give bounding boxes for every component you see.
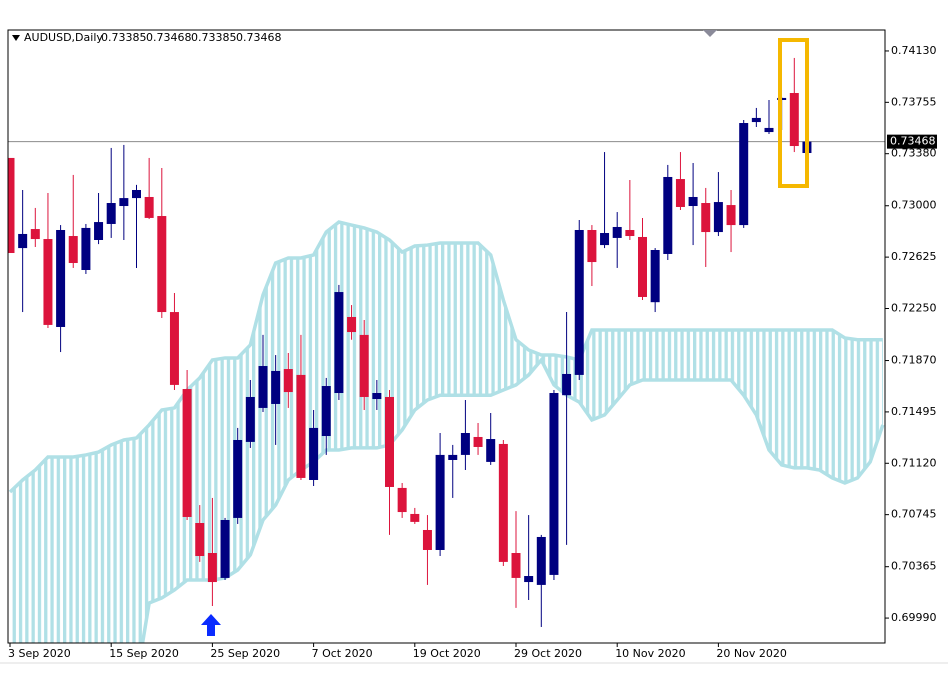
candle-body [460, 433, 470, 455]
x-tick-label: 10 Nov 2020 [615, 647, 685, 660]
x-tick-label: 19 Oct 2020 [413, 647, 481, 660]
candle-body [334, 292, 344, 394]
plot-area [8, 57, 885, 643]
x-tick-label: 29 Oct 2020 [514, 647, 582, 660]
candle-body [511, 553, 521, 578]
candle-body [675, 179, 685, 207]
candle-body [68, 236, 78, 264]
candle-body [245, 396, 255, 442]
candle-body [119, 198, 129, 207]
candle-body [8, 157, 15, 254]
candle-body [385, 396, 394, 487]
candle-body [486, 439, 496, 462]
cloud-span-a [8, 220, 883, 494]
candle-body [574, 229, 584, 375]
y-tick-label: 0.71870 [891, 354, 937, 367]
candle-body [94, 222, 104, 240]
candle-body [233, 439, 243, 518]
candle-body [638, 236, 647, 297]
x-tick-label: 20 Nov 2020 [716, 647, 786, 660]
candle-body [169, 312, 179, 385]
last-price-box [887, 134, 937, 149]
candle-body [764, 127, 774, 133]
candle-body [132, 189, 141, 199]
candle-body [448, 454, 458, 460]
candle-body [258, 366, 268, 408]
candle-body [271, 370, 281, 404]
candle-body [321, 386, 331, 437]
candle-body [701, 203, 711, 233]
candle-body [309, 427, 319, 480]
candle-body [182, 389, 192, 517]
y-tick-label: 0.72250 [891, 301, 937, 314]
candle-body [18, 233, 28, 249]
candle-body [789, 93, 799, 147]
candle-body [650, 249, 660, 303]
candle-body [157, 216, 167, 313]
candle-body [195, 523, 205, 557]
candle-body [43, 239, 53, 325]
header-value: 0.73468 [146, 31, 192, 44]
header-value: 0.73385 [191, 31, 237, 44]
candle-body [562, 373, 572, 396]
candle-body [524, 576, 534, 583]
menu-triangle[interactable] [12, 35, 20, 41]
candle-body [347, 316, 357, 333]
candle-body [81, 227, 91, 270]
y-tick-label: 0.70745 [891, 508, 937, 521]
shift-marker [703, 30, 717, 37]
y-tick-label: 0.73755 [891, 95, 937, 108]
x-tick-label: 15 Sep 2020 [109, 647, 179, 660]
highlight-box [778, 38, 809, 188]
candle-body [498, 443, 508, 562]
header-value: 0.73468 [236, 31, 282, 44]
candle-body [600, 233, 610, 246]
arrow-up [201, 614, 221, 636]
candle-body [30, 229, 40, 240]
candle-body [220, 519, 230, 578]
candle-body [663, 176, 673, 254]
y-tick-label: 0.72625 [891, 250, 937, 263]
candle-body [207, 553, 217, 583]
candle-body [726, 205, 736, 226]
candle-body [713, 202, 723, 233]
candle-body [536, 536, 546, 585]
y-tick-label: 0.71495 [891, 405, 937, 418]
plot-frame [7, 29, 886, 644]
cloud-span-b [140, 356, 885, 643]
candle-body [625, 229, 635, 237]
x-tick-label: 7 Oct 2020 [312, 647, 373, 660]
candle-body [372, 393, 382, 400]
candle-body [410, 513, 420, 522]
x-tick-label: 25 Sep 2020 [210, 647, 280, 660]
x-tick-label: 3 Sep 2020 [8, 647, 71, 660]
candle-body [435, 454, 445, 550]
y-tick-label: 0.69990 [891, 611, 937, 624]
candle-body [283, 369, 293, 393]
candle-body [106, 203, 116, 224]
candle-body [56, 229, 66, 327]
candle-body [751, 117, 761, 123]
candle-body [144, 196, 154, 218]
candle-body [296, 374, 306, 478]
candle-body [549, 393, 559, 575]
candle-body [397, 487, 407, 513]
header-value: 0.73385 [101, 31, 147, 44]
candle-body [587, 229, 597, 263]
y-tick-label: 0.74130 [891, 44, 937, 57]
y-tick-label: 0.73000 [891, 199, 937, 212]
y-tick-label: 0.73380 [891, 147, 937, 160]
y-tick-label: 0.70365 [891, 560, 937, 573]
candle-body [612, 226, 622, 238]
y-tick-label: 0.71120 [891, 456, 937, 469]
candle-body [359, 334, 369, 397]
candle-body [739, 123, 749, 226]
candle-body [422, 529, 432, 550]
candle-body [688, 196, 698, 207]
chart-title: AUDUSD,Daily [24, 31, 103, 44]
candle-body [473, 436, 483, 447]
last-price-label: 0.73468 [890, 135, 936, 148]
